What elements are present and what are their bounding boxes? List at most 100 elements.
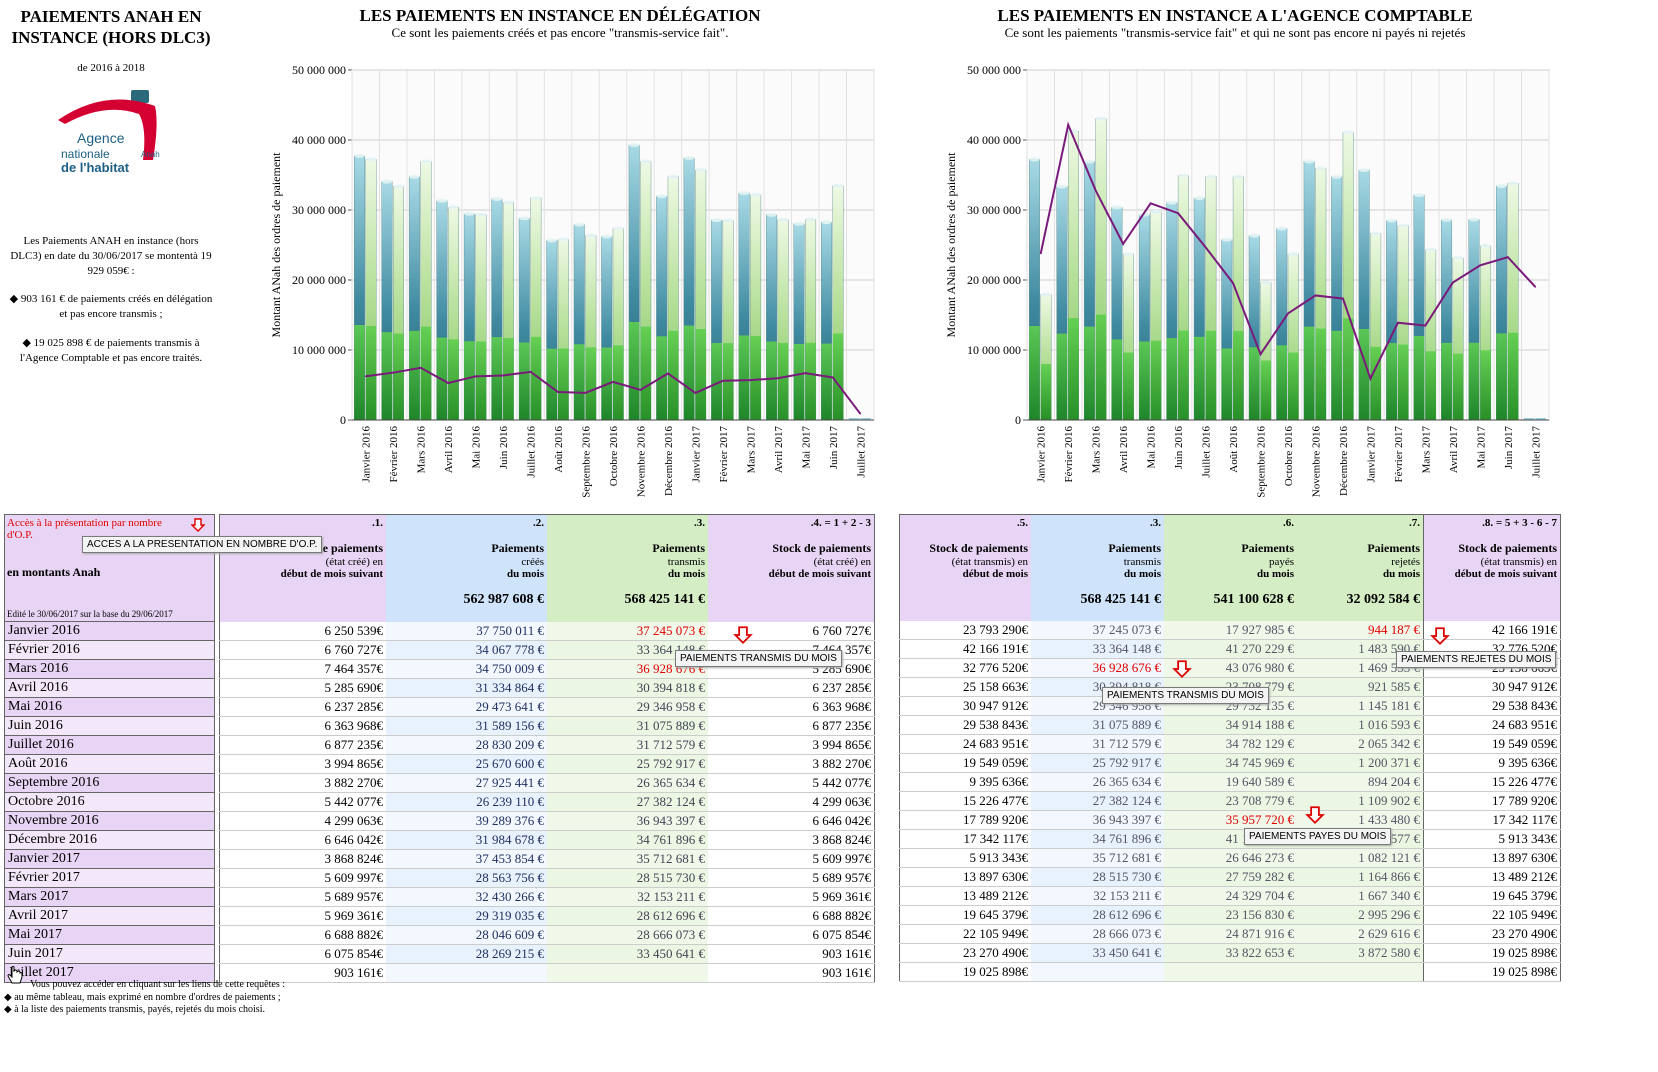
rejected-link[interactable] — [1297, 962, 1424, 982]
tooltip-transmis-1: PAIEMENTS TRANSMIS DU MOIS — [675, 650, 842, 667]
rejected-link[interactable]: 1 469 553 € — [1297, 658, 1424, 678]
table2-col-header: .6. Paiements payés du mois 541 100 628 € — [1164, 514, 1297, 621]
rejected-link[interactable]: 1 016 593 € — [1297, 715, 1424, 735]
paid-link[interactable]: 33 822 653 € — [1164, 943, 1297, 963]
transmitted-link[interactable]: 35 712 681 € — [547, 849, 708, 869]
bar-base — [354, 325, 365, 420]
paid-link[interactable]: 26 646 273 € — [1164, 848, 1297, 868]
transmitted-link[interactable] — [1031, 962, 1164, 982]
stock-start-value: 3 994 865€ — [219, 754, 386, 774]
paid-link[interactable]: 17 927 985 € — [1164, 621, 1297, 640]
transmitted-link[interactable]: 27 382 124 € — [547, 792, 708, 812]
col-total — [1427, 592, 1557, 608]
paid-link[interactable]: 23 156 830 € — [1164, 905, 1297, 925]
transmitted-link[interactable]: 32 153 211 € — [547, 887, 708, 907]
transmitted-link[interactable]: 34 761 896 € — [547, 830, 708, 850]
transmitted-link[interactable]: 35 712 681 € — [1031, 848, 1164, 868]
x-tick-label: Août 2016 — [553, 426, 565, 473]
transmitted-link[interactable]: 31 712 579 € — [1031, 734, 1164, 754]
rejected-link[interactable]: 921 585 € — [1297, 677, 1424, 697]
transmitted-link[interactable]: 37 245 073 € — [547, 621, 708, 641]
paid-link[interactable]: 34 914 188 € — [1164, 715, 1297, 735]
transmitted-link[interactable]: 31 712 579 € — [547, 735, 708, 755]
paid-link[interactable]: 41 270 229 € — [1164, 639, 1297, 659]
transmitted-link[interactable]: 33 450 641 € — [1031, 943, 1164, 963]
paid-link[interactable]: 19 640 589 € — [1164, 772, 1297, 792]
paid-link[interactable]: 23 708 779 € — [1164, 791, 1297, 811]
rejected-link[interactable]: 3 872 580 € — [1297, 943, 1424, 963]
paid-link[interactable]: 24 329 704 € — [1164, 886, 1297, 906]
bar-base — [1205, 330, 1217, 420]
transmitted-link[interactable]: 32 153 211 € — [1031, 886, 1164, 906]
transmitted-link[interactable]: 28 515 730 € — [547, 868, 708, 888]
paid-link[interactable] — [1164, 962, 1297, 982]
transmitted-link[interactable]: 36 943 397 € — [1031, 810, 1164, 830]
transmitted-link[interactable]: 28 666 073 € — [547, 925, 708, 945]
footer-line2: ◆ au même tableau, mais exprimé en nombr… — [4, 992, 281, 1003]
transmitted-link[interactable]: 33 364 148 € — [1031, 639, 1164, 659]
bar-cap — [573, 222, 585, 227]
transmitted-link[interactable]: 31 075 889 € — [1031, 715, 1164, 735]
rejected-link[interactable]: 1 082 121 € — [1297, 848, 1424, 868]
paid-link[interactable]: 24 871 916 € — [1164, 924, 1297, 944]
paid-link[interactable]: 27 759 282 € — [1164, 867, 1297, 887]
bar-base — [1139, 341, 1150, 420]
paid-link[interactable]: 35 957 720 € — [1164, 810, 1297, 830]
transmitted-link[interactable]: 36 943 397 € — [547, 811, 708, 831]
transmitted-link[interactable]: 37 245 073 € — [1031, 621, 1164, 640]
transmitted-link[interactable]: 30 394 818 € — [547, 678, 708, 698]
col-label: Stock de paiements — [929, 541, 1028, 555]
arrow-down-icon[interactable] — [733, 626, 753, 644]
transmitted-link[interactable]: 28 612 696 € — [1031, 905, 1164, 925]
created-value: 28 046 609 € — [386, 925, 547, 945]
rejected-link[interactable]: 2 065 342 € — [1297, 734, 1424, 754]
bar-base — [1095, 314, 1107, 420]
summary-transmitted: ◆ 19 025 898 € de paiements transmis à l… — [19, 337, 203, 364]
stock-end-value: 5 689 957€ — [708, 868, 875, 888]
arrow-down-icon[interactable] — [1305, 806, 1325, 824]
rejected-link[interactable]: 1 200 371 € — [1297, 753, 1424, 773]
x-tick-label: Avril 2016 — [1118, 426, 1130, 474]
transmitted-link[interactable] — [547, 963, 708, 983]
transmitted-link[interactable]: 31 075 889 € — [547, 716, 708, 736]
stock-end-value: 9 395 636€ — [1423, 753, 1561, 773]
rejected-link[interactable]: 2 629 616 € — [1297, 924, 1424, 944]
created-value: 25 670 600 € — [386, 754, 547, 774]
y-tick-label: 20 000 000 — [967, 273, 1021, 287]
rejected-link[interactable]: 1 667 340 € — [1297, 886, 1424, 906]
rejected-link[interactable]: 1 109 902 € — [1297, 791, 1424, 811]
paid-link[interactable]: 43 076 980 € — [1164, 658, 1297, 678]
transmitted-link[interactable]: 28 612 696 € — [547, 906, 708, 926]
paid-link[interactable]: 34 745 969 € — [1164, 753, 1297, 773]
line-point — [612, 381, 614, 383]
col-label: Paiements — [491, 541, 544, 555]
rejected-link[interactable]: 1 483 590 € — [1297, 639, 1424, 659]
transmitted-link[interactable]: 33 450 641 € — [547, 944, 708, 964]
transmitted-link[interactable]: 29 346 958 € — [547, 697, 708, 717]
summary-created: ◆ 903 161 € de paiements créés en déléga… — [9, 293, 213, 320]
transmitted-link[interactable]: 28 515 730 € — [1031, 867, 1164, 887]
transmitted-link[interactable]: 26 365 634 € — [547, 773, 708, 793]
transmitted-link[interactable]: 36 928 676 € — [1031, 658, 1164, 678]
x-tick-label: Juin 2017 — [1503, 426, 1515, 470]
rejected-link[interactable]: 1 164 866 € — [1297, 867, 1424, 887]
arrow-down-icon[interactable] — [1430, 627, 1450, 645]
rejected-link[interactable]: 2 995 296 € — [1297, 905, 1424, 925]
nombre-op-link[interactable]: Accès à la présentation par nombre d'O.P… — [7, 517, 162, 541]
bar-base — [695, 329, 706, 420]
transmitted-link[interactable]: 34 761 896 € — [1031, 829, 1164, 849]
transmitted-link[interactable]: 33 364 148 € — [547, 640, 708, 660]
line-point — [529, 371, 532, 373]
table-row: 30 947 912€ 29 346 958 €29 732 135 €1 145… — [899, 696, 1561, 716]
rejected-link[interactable]: 894 204 € — [1297, 772, 1424, 792]
transmitted-link[interactable]: 27 382 124 € — [1031, 791, 1164, 811]
rejected-link[interactable]: 1 145 181 € — [1297, 696, 1424, 716]
arrow-down-icon[interactable] — [191, 518, 205, 532]
transmitted-link[interactable]: 25 792 917 € — [547, 754, 708, 774]
transmitted-link[interactable]: 26 365 634 € — [1031, 772, 1164, 792]
paid-link[interactable]: 34 782 129 € — [1164, 734, 1297, 754]
arrow-down-icon[interactable] — [1172, 660, 1192, 678]
transmitted-link[interactable]: 28 666 073 € — [1031, 924, 1164, 944]
rejected-link[interactable]: 944 187 € — [1297, 621, 1424, 640]
transmitted-link[interactable]: 25 792 917 € — [1031, 753, 1164, 773]
